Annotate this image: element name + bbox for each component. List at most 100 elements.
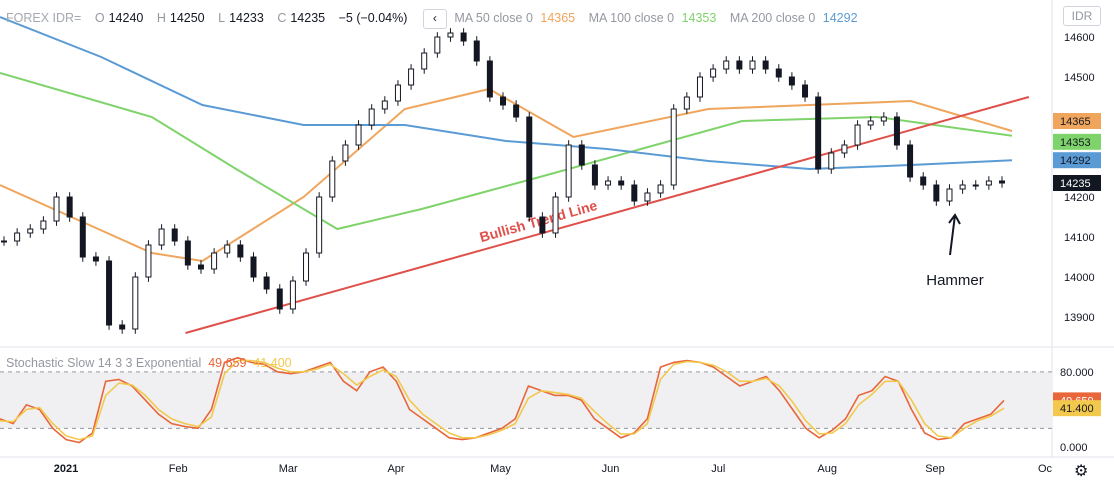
stochastic-tick-label-1: 0.000	[1060, 442, 1088, 454]
candle-body-14	[184, 240, 191, 266]
time-tick-label-9: Oc	[1038, 463, 1053, 475]
candle-body-51	[670, 108, 677, 186]
time-tick-label-8: Sep	[925, 463, 945, 475]
price-label-bg-1	[1053, 133, 1101, 150]
stochastic-line-0	[0, 356, 1005, 444]
candle-body-36	[473, 40, 480, 62]
candle-body-9	[119, 324, 126, 330]
candle-body-63	[828, 152, 835, 170]
candle-body-39	[513, 104, 520, 118]
candle-body-37	[486, 60, 493, 98]
candle-body-24	[316, 196, 323, 254]
price-label-0: 14365	[1060, 116, 1091, 128]
candle-body-18	[237, 244, 244, 258]
stochastic-price-label-1: 41.400	[1060, 403, 1094, 415]
candle-body-2	[27, 228, 34, 234]
chevron-left-icon[interactable]: ‹	[422, 9, 447, 29]
candle-body-11	[145, 244, 152, 278]
candle-body-34	[447, 32, 454, 38]
candle-body-59	[775, 68, 782, 78]
candle-body-0	[1, 240, 7, 243]
candle-body-72	[946, 188, 953, 202]
stochastic-tick-label-0: 80.000	[1060, 367, 1094, 379]
change-value: −5 (−0.04%)	[338, 11, 408, 26]
candle-body-27	[355, 124, 362, 146]
time-tick-label-3: Apr	[387, 463, 404, 475]
trend-line	[185, 96, 1030, 334]
time-tick-label-4: May	[490, 463, 511, 475]
candle-body-65	[854, 124, 861, 146]
price-tick-label-5: 14100	[1064, 232, 1095, 244]
close-key: C	[277, 11, 287, 26]
candle-body-33	[434, 36, 441, 54]
symbol-label: FOREX IDR=	[6, 11, 82, 26]
ma-line-2	[0, 16, 1013, 171]
candle-body-58	[762, 60, 769, 70]
candle-body-23	[303, 252, 310, 282]
high-key: H	[156, 11, 166, 26]
price-tick-label-6: 14000	[1064, 272, 1095, 284]
price-tick-label-7: 13900	[1064, 312, 1095, 324]
hammer-label: Hammer	[926, 272, 984, 289]
candle-body-41	[539, 216, 546, 234]
candle-body-35	[460, 32, 467, 42]
time-tick-label-0: 2021	[54, 463, 78, 475]
time-tick-label-2: Mar	[279, 463, 298, 475]
candle-body-46	[605, 180, 612, 186]
candle-body-67	[880, 116, 887, 122]
candle-body-71	[933, 184, 940, 202]
candle-body-64	[841, 144, 848, 154]
candle-body-73	[959, 184, 966, 190]
candle-body-1	[14, 232, 21, 242]
candle-body-10	[132, 276, 139, 330]
low-value: 14233	[229, 11, 264, 26]
candle-body-54	[710, 68, 717, 78]
candle-body-53	[696, 76, 703, 98]
currency-button[interactable]: IDR	[1063, 6, 1101, 26]
stochastic-k-value: 49.659	[208, 356, 247, 370]
stochastic-line-1	[0, 359, 1005, 441]
candle-body-38	[500, 96, 506, 106]
gear-icon[interactable]: ⚙	[1074, 463, 1089, 480]
candle-body-25	[329, 160, 336, 198]
candle-body-29	[381, 100, 388, 110]
candle-body-3	[40, 220, 47, 230]
price-label-1: 14353	[1060, 137, 1091, 149]
candle-body-47	[618, 180, 625, 186]
candle-body-70	[920, 176, 927, 186]
candle-body-32	[421, 52, 428, 70]
stochastic-legend: Stochastic Slow 14 3 3 Exponential 49.65…	[6, 356, 292, 370]
stochastic-d-value: 41.400	[253, 356, 292, 370]
hammer-arrow-head	[948, 213, 961, 225]
candle-body-48	[631, 184, 638, 202]
main-legend: FOREX IDR= O 14240 H 14250 L 14233 C 14235 −…	[6, 9, 868, 29]
candle-body-74	[972, 184, 979, 187]
candle-body-19	[250, 256, 257, 278]
candle-body-12	[158, 228, 165, 246]
price-label-bg-2	[1053, 152, 1101, 169]
time-tick-label-1: Feb	[169, 463, 188, 475]
time-tick-label-6: Jul	[711, 463, 725, 475]
price-tick-label-0: 14600	[1064, 32, 1095, 44]
candle-body-13	[171, 228, 178, 242]
stochastic-label: Stochastic Slow 14 3 3 Exponential	[6, 356, 202, 370]
open-value: 14240	[108, 11, 144, 26]
candle-body-5	[66, 196, 73, 218]
trend-line-label: Bullish Trend Line	[478, 197, 599, 245]
candle-body-61	[802, 84, 809, 98]
candle-body-8	[106, 260, 113, 326]
low-key: L	[218, 11, 226, 26]
candle-body-49	[644, 192, 651, 202]
close-value: 14235	[290, 11, 326, 26]
candle-body-26	[342, 144, 349, 162]
price-tick-label-4: 14200	[1064, 192, 1095, 204]
candle-body-21	[276, 288, 283, 310]
time-tick-label-7: Aug	[817, 463, 837, 475]
price-label-bg-3	[1053, 175, 1101, 191]
candle-body-50	[657, 184, 664, 194]
price-tick-label-1: 14500	[1064, 72, 1095, 84]
price-label-3: 14235	[1060, 178, 1091, 190]
candle-body-56	[736, 60, 743, 70]
ma50-label: MA 50 close 0	[454, 11, 533, 26]
